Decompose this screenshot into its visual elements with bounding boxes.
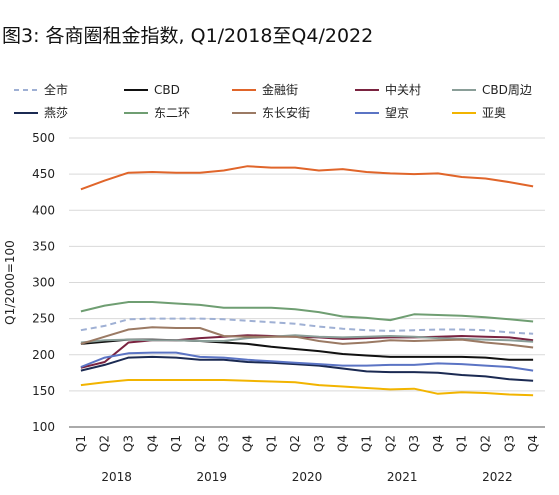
x-tick-label: Q3 bbox=[407, 435, 421, 452]
x-tick-label: Q1 bbox=[169, 435, 183, 452]
series-line bbox=[80, 355, 534, 382]
series-lines bbox=[80, 165, 534, 397]
x-tick-label: Q3 bbox=[122, 435, 136, 452]
legend-label: CBD周边 bbox=[482, 83, 532, 97]
x-tick-label: Q4 bbox=[336, 435, 350, 452]
series-line bbox=[80, 301, 534, 323]
x-tick-label: Q4 bbox=[241, 435, 255, 452]
y-tick-label: 450 bbox=[32, 167, 55, 181]
year-labels: 2018 2019 2020 2021 2022 bbox=[101, 470, 512, 484]
year-label: 2021 bbox=[387, 470, 418, 484]
series-line bbox=[80, 317, 534, 335]
legend-label: 金融街 bbox=[262, 82, 298, 97]
x-tick-label: Q3 bbox=[312, 435, 326, 452]
x-tick-label: Q2 bbox=[98, 435, 112, 452]
y-axis-label: Q1/2000=100 bbox=[3, 240, 17, 325]
year-label: 2018 bbox=[101, 470, 132, 484]
y-tick-label: 500 bbox=[32, 131, 55, 145]
legend-label: 燕莎 bbox=[44, 106, 68, 120]
year-label: 2022 bbox=[482, 470, 513, 484]
series-line bbox=[80, 379, 534, 397]
legend-label: 中关村 bbox=[385, 82, 421, 97]
year-label: 2020 bbox=[292, 470, 323, 484]
x-tick-label: Q4 bbox=[526, 435, 540, 452]
series-line bbox=[80, 326, 534, 349]
chart-title: 图3: 各商圈租金指数, Q1/2018至Q4/2022 bbox=[2, 25, 373, 47]
x-tick-label: Q2 bbox=[479, 435, 493, 452]
x-tick-label: Q3 bbox=[502, 435, 516, 452]
x-tick-label: Q1 bbox=[360, 435, 374, 452]
x-tick-label: Q2 bbox=[383, 435, 397, 452]
series-line bbox=[80, 351, 534, 372]
x-tick-label: Q2 bbox=[288, 435, 302, 452]
legend-label: CBD bbox=[154, 83, 180, 97]
year-label: 2019 bbox=[197, 470, 228, 484]
y-tick-label: 350 bbox=[32, 239, 55, 253]
legend-label: 亚奥 bbox=[482, 106, 506, 120]
x-tick-label: Q4 bbox=[431, 435, 445, 452]
legend-label: 东二环 bbox=[154, 106, 190, 120]
legend-label: 望京 bbox=[385, 106, 409, 120]
x-axis: Q1 Q2 Q3 Q4 Q1 Q2 Q3 Q4 Q1 Q2 Q3 Q4 Q1 Q2 Q3 Q4 Q1 Q2 Q3 Q4 bbox=[74, 435, 540, 452]
x-tick-label: Q4 bbox=[145, 435, 159, 452]
series-line bbox=[80, 165, 534, 191]
x-tick-label: Q2 bbox=[193, 435, 207, 452]
legend-label: 东长安街 bbox=[262, 105, 310, 120]
x-tick-label: Q1 bbox=[455, 435, 469, 452]
y-tick-label: 100 bbox=[32, 420, 55, 434]
y-tick-label: 300 bbox=[32, 276, 55, 290]
y-tick-label: 200 bbox=[32, 348, 55, 362]
x-tick-label: Q1 bbox=[264, 435, 278, 452]
y-tick-label: 400 bbox=[32, 203, 55, 217]
y-tick-label: 250 bbox=[32, 312, 55, 326]
grid bbox=[69, 137, 545, 428]
y-tick-label: 150 bbox=[32, 384, 55, 398]
x-tick-label: Q1 bbox=[74, 435, 88, 452]
y-axis: 100 150 200 250 300 350 400 450 500 bbox=[32, 131, 55, 434]
x-tick-label: Q3 bbox=[217, 435, 231, 452]
legend-label: 全市 bbox=[44, 82, 68, 97]
